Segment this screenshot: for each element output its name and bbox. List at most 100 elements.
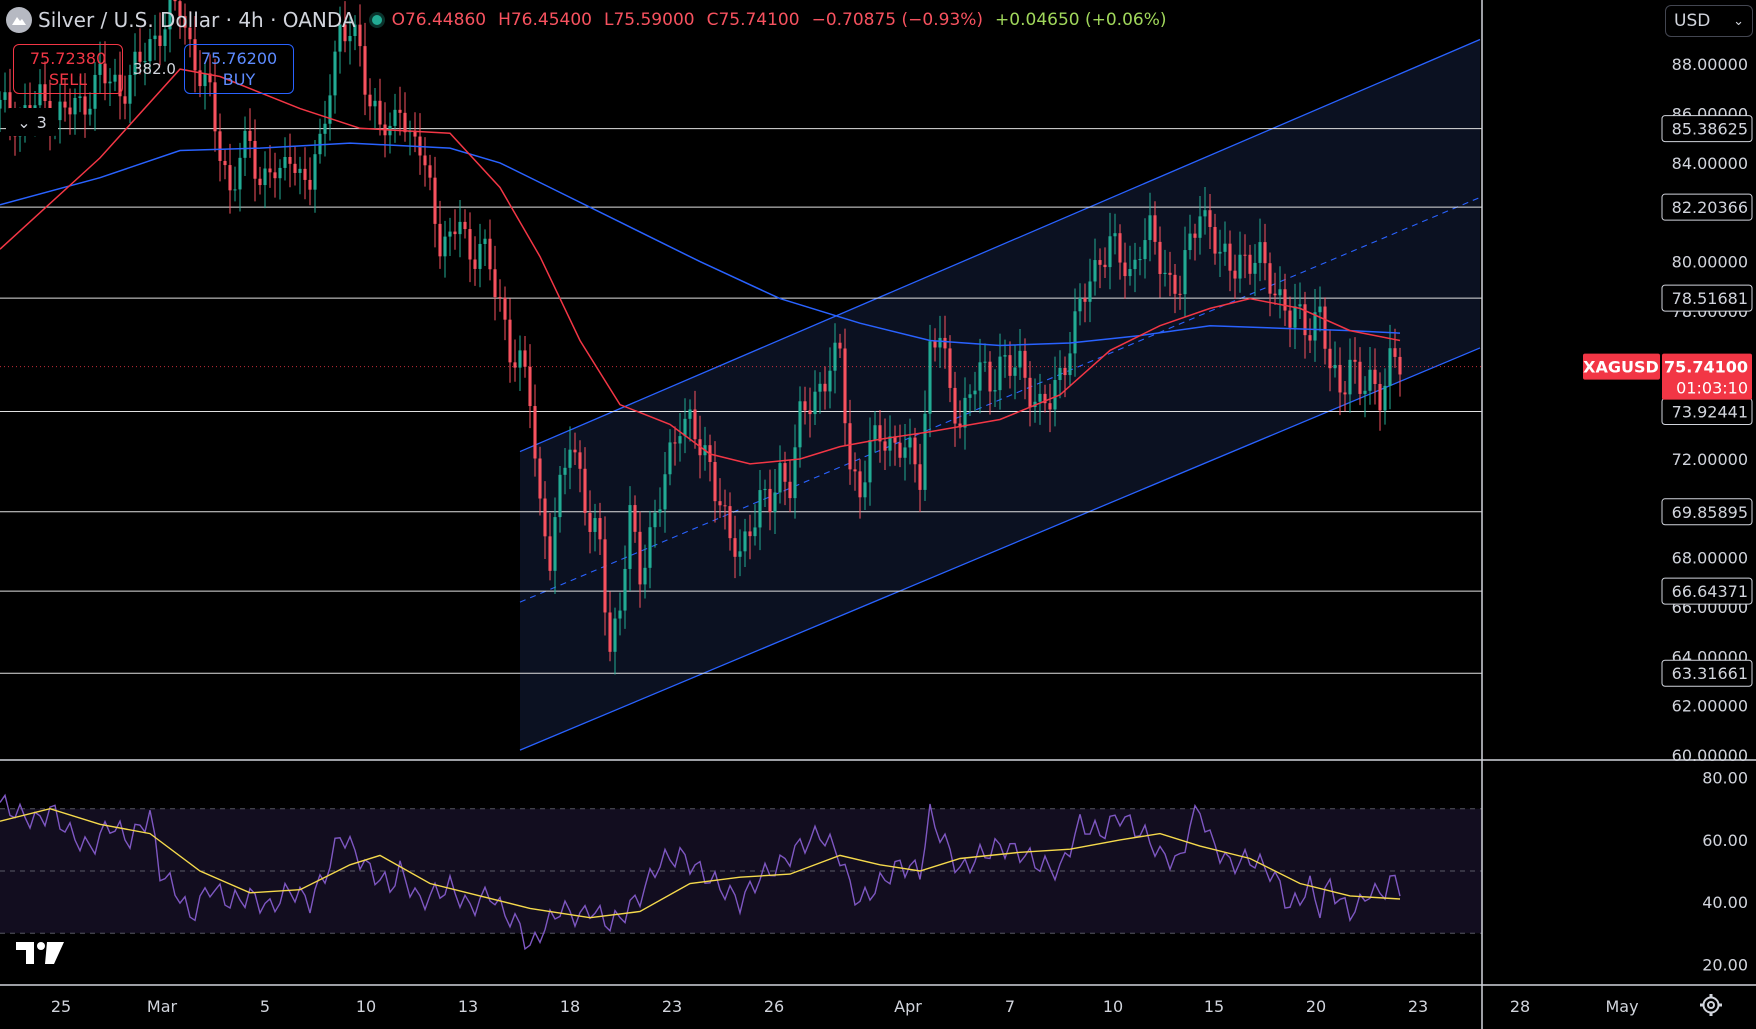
candle-body	[1068, 353, 1072, 376]
time-tick-label: 10	[356, 997, 376, 1016]
candle-body	[1238, 254, 1242, 279]
buy-label: BUY	[222, 70, 256, 89]
candle-body	[203, 73, 207, 87]
candle-body	[813, 391, 817, 415]
candle-body	[1178, 293, 1182, 295]
candle-body	[113, 74, 117, 82]
candle-body	[1393, 348, 1397, 357]
ohlc-open: O76.44860	[391, 10, 487, 30]
currency-value: USD	[1674, 11, 1711, 31]
settings-gear-icon[interactable]	[1700, 994, 1722, 1020]
candle-body	[558, 474, 562, 518]
candle-body	[1138, 259, 1142, 261]
candle-body	[453, 231, 457, 235]
time-tick-label: 28	[1510, 997, 1530, 1016]
candle-body	[93, 74, 97, 109]
candle-body	[1088, 281, 1092, 302]
candle-body	[618, 610, 622, 619]
candle-body	[68, 107, 72, 115]
candle-body	[943, 337, 947, 349]
candle-body	[633, 505, 637, 532]
time-tick-label: 10	[1103, 997, 1123, 1016]
candle-body	[1348, 359, 1352, 395]
candle-body	[968, 394, 972, 398]
candle-body	[1053, 380, 1057, 410]
time-tick-label: 25	[51, 997, 71, 1016]
time-tick-label: Apr	[894, 997, 922, 1016]
candle-body	[803, 401, 807, 411]
spread-value: 382.0	[133, 60, 176, 78]
sell-button[interactable]: 75.72380 SELL	[13, 44, 123, 94]
time-tick-label: 18	[560, 997, 580, 1016]
candle-body	[108, 81, 112, 84]
rsi-tick-label: 80.00	[1702, 769, 1748, 788]
candle-body	[303, 168, 307, 180]
candle-body	[0, 99, 2, 109]
candle-body	[493, 269, 497, 298]
rsi-pane	[0, 808, 1482, 934]
candle-body	[118, 74, 122, 97]
level-label-box	[1661, 115, 1753, 143]
buy-button[interactable]: 75.76200 BUY	[184, 44, 294, 94]
rsi-ma-line	[0, 807, 1401, 919]
candle-body	[583, 468, 587, 513]
candle-body	[858, 471, 862, 498]
candle-body	[1368, 369, 1372, 391]
candle-body	[1128, 269, 1132, 277]
symbol-tag	[1583, 353, 1660, 380]
candle-body	[143, 61, 147, 63]
candle-body	[378, 100, 382, 125]
candle-body	[473, 259, 477, 269]
indicators-collapse-button[interactable]: ⌄ 3	[6, 108, 58, 136]
candle-body	[1363, 390, 1367, 394]
candle-body	[908, 437, 912, 448]
candle-body	[668, 442, 672, 475]
candle-body	[1388, 348, 1392, 386]
candle-body	[1328, 348, 1332, 369]
candle-body	[1158, 241, 1162, 275]
candle-body	[458, 221, 462, 235]
candle-body	[1063, 367, 1067, 376]
candle-body	[1248, 254, 1252, 274]
ma-blue-line	[0, 142, 1401, 347]
candle-body	[293, 163, 297, 173]
level-label: 73.92441	[1672, 402, 1748, 421]
candle-body	[1298, 304, 1302, 307]
price-tick-label: 72.00000	[1672, 450, 1748, 469]
candle-body	[103, 63, 107, 84]
symbol-title[interactable]: Silver / U.S. Dollar · 4h · OANDA	[38, 8, 356, 32]
candle-body	[1263, 242, 1267, 264]
price-tick-label: 60.00000	[1672, 746, 1748, 765]
candle-body	[338, 24, 342, 52]
candle-body	[1378, 383, 1382, 411]
level-label-box	[1661, 498, 1753, 526]
rsi-tick-label: 40.00	[1702, 893, 1748, 912]
candle-body	[198, 70, 202, 87]
candle-body	[1398, 356, 1402, 375]
countdown-label: 01:03:10	[1676, 379, 1748, 398]
candle-body	[153, 35, 157, 40]
candle-body	[348, 36, 352, 42]
candle-body	[1058, 367, 1062, 381]
candle-body	[533, 406, 537, 459]
candle-body	[1318, 306, 1322, 313]
price-change: −0.70875 (−0.93%)	[811, 10, 984, 30]
candle-body	[1203, 210, 1207, 217]
tradingview-logo[interactable]	[16, 942, 64, 968]
candle-body	[1048, 403, 1052, 410]
candle-body	[1043, 393, 1047, 404]
currency-select[interactable]: USD ⌄	[1665, 5, 1753, 37]
candle-body	[723, 505, 727, 507]
candle-body	[498, 297, 502, 299]
candle-body	[138, 51, 142, 62]
candle-body	[443, 236, 447, 257]
candle-body	[218, 131, 222, 161]
candle-body	[1148, 215, 1152, 241]
level-label-box	[1661, 193, 1753, 221]
candle-body	[1268, 263, 1272, 294]
price-change-secondary: +0.04650 (+0.06%)	[995, 10, 1167, 30]
candle-body	[308, 179, 312, 190]
candle-body	[1323, 306, 1327, 349]
candle-body	[573, 449, 577, 453]
